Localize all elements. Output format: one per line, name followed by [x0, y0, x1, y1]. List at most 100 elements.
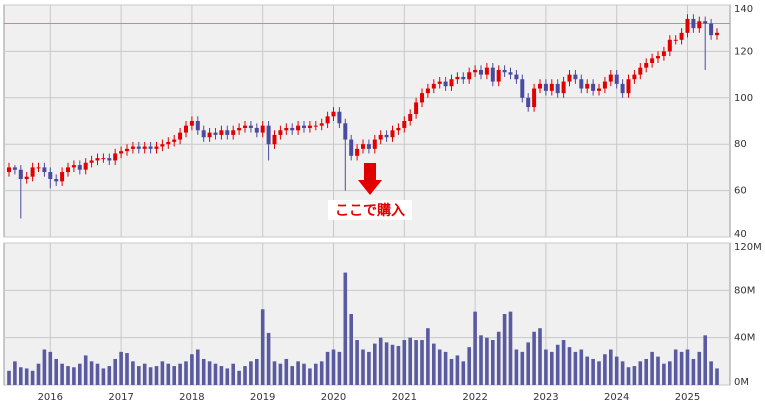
- volume-bar: [603, 354, 607, 385]
- volume-bar: [19, 367, 23, 385]
- y-tick-label: 40M: [734, 333, 755, 344]
- x-tick-label: 2020: [321, 392, 346, 403]
- x-tick-label: 2024: [604, 392, 629, 403]
- volume-bar: [520, 351, 525, 385]
- candle-body: [555, 83, 560, 94]
- candle-body: [130, 146, 135, 149]
- y-tick-label: 80M: [734, 285, 755, 296]
- candle-body: [626, 79, 631, 94]
- candle-body: [42, 167, 47, 173]
- x-tick-label: 2017: [108, 392, 133, 403]
- candle-body: [538, 83, 542, 89]
- candle-body: [272, 134, 277, 145]
- volume-bar: [656, 356, 660, 385]
- candle-body: [189, 121, 194, 126]
- candle-body: [685, 18, 690, 33]
- volume-bar: [532, 331, 536, 385]
- candle-body: [396, 127, 401, 131]
- candle-body: [184, 125, 188, 133]
- candle-body: [661, 51, 666, 57]
- candle-body: [302, 125, 306, 128]
- candle-body: [349, 139, 354, 156]
- volume-bar: [178, 363, 182, 385]
- candle-body: [479, 69, 483, 75]
- volume-bar: [30, 370, 35, 385]
- candle-body: [390, 130, 395, 138]
- candle-body: [331, 111, 336, 117]
- candle-body: [644, 63, 649, 68]
- y-tick-label: 60: [734, 186, 747, 197]
- candle-body: [231, 130, 236, 135]
- volume-bar: [408, 337, 412, 385]
- volume-bar: [502, 314, 507, 385]
- candle-body: [313, 125, 318, 127]
- volume-bar: [573, 351, 578, 385]
- candle-body: [467, 72, 472, 80]
- candle-body: [437, 81, 442, 84]
- candle-body: [715, 32, 719, 36]
- candle-body: [325, 116, 330, 124]
- candle-body: [36, 167, 41, 169]
- candle-body: [101, 158, 106, 160]
- candle-body: [243, 125, 247, 128]
- x-tick-label: 2022: [462, 392, 487, 403]
- candle-body: [543, 83, 548, 91]
- volume-bar: [125, 353, 129, 385]
- volume-bar: [361, 349, 365, 385]
- candle-body: [514, 74, 519, 80]
- volume-bar: [302, 363, 306, 385]
- volume-bar: [196, 349, 200, 385]
- volume-bar: [154, 366, 159, 385]
- candle-body: [319, 123, 324, 126]
- candle-body: [372, 139, 377, 149]
- candle-body: [24, 176, 29, 179]
- volume-bar: [715, 368, 719, 385]
- candle-body: [307, 125, 312, 128]
- volume-bar: [48, 351, 53, 385]
- candle-body: [83, 162, 88, 170]
- candle-body: [526, 97, 531, 108]
- volume-bar: [131, 361, 135, 385]
- volume-bar: [514, 349, 519, 385]
- candle-body: [54, 179, 59, 182]
- volume-bar: [255, 358, 259, 385]
- candle-body: [408, 114, 413, 121]
- y-tick-label: 100: [734, 93, 753, 104]
- volume-bar: [485, 337, 489, 385]
- candle-body: [549, 83, 554, 91]
- volume-bar: [609, 349, 613, 385]
- candle-body: [709, 23, 714, 36]
- volume-bar: [78, 363, 82, 385]
- candle-body: [567, 74, 572, 82]
- volume-bar: [673, 349, 678, 385]
- volume-bar: [526, 342, 530, 385]
- candle-body: [18, 169, 23, 179]
- candle-body: [520, 79, 525, 98]
- volume-bar: [314, 363, 318, 385]
- y-tick-label: 0M: [734, 377, 749, 388]
- volume-bar: [308, 368, 312, 385]
- volume-bar: [137, 366, 141, 385]
- x-tick-label: 2016: [38, 392, 63, 403]
- volume-bar: [325, 351, 330, 385]
- volume-bar: [479, 335, 483, 385]
- y-tick-label: 120: [734, 46, 753, 57]
- volume-bar: [373, 343, 377, 385]
- candle-body: [30, 167, 35, 177]
- y-tick-label: 40: [734, 229, 747, 240]
- candle-body: [638, 67, 643, 75]
- volume-bar: [544, 349, 548, 385]
- candle-body: [573, 74, 578, 80]
- volume-bar: [437, 349, 442, 385]
- candle-body: [237, 127, 242, 131]
- arrow: [358, 163, 382, 195]
- volume-bar: [260, 309, 265, 385]
- volume-bar: [166, 363, 171, 385]
- candle-body: [166, 141, 171, 145]
- volume-bar: [396, 345, 401, 385]
- volume-bar: [620, 361, 625, 385]
- candle-body: [502, 69, 507, 73]
- candle-body: [260, 125, 265, 133]
- volume-bar: [467, 347, 471, 385]
- candle-body: [12, 167, 17, 170]
